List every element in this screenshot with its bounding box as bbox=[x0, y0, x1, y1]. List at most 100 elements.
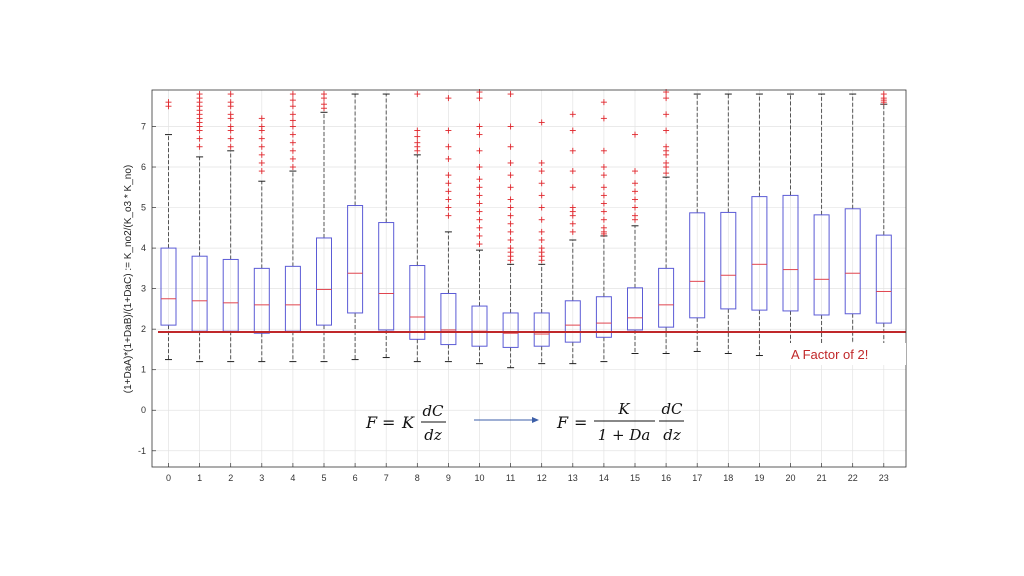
outlier-marker bbox=[632, 204, 638, 211]
outlier-marker bbox=[445, 212, 452, 219]
outlier-marker bbox=[538, 236, 545, 243]
outlier-marker bbox=[600, 172, 607, 179]
y-tick-label: 7 bbox=[141, 121, 146, 131]
eq-right-dz: dz bbox=[663, 426, 681, 444]
outlier-marker bbox=[538, 192, 545, 199]
box-iqr bbox=[658, 267, 675, 328]
eq-right-fraction-numerator: K bbox=[617, 400, 630, 418]
x-tick-label: 21 bbox=[817, 473, 827, 483]
outlier-marker bbox=[569, 147, 576, 154]
outlier-marker bbox=[600, 192, 607, 199]
outlier-marker bbox=[321, 91, 327, 98]
box-iqr bbox=[253, 267, 270, 334]
outlier-marker bbox=[663, 159, 670, 166]
y-tick-label: 4 bbox=[141, 243, 146, 253]
outlier-marker bbox=[445, 143, 452, 150]
outlier-marker bbox=[321, 101, 327, 108]
outlier-marker bbox=[632, 196, 638, 203]
outlier-marker bbox=[476, 164, 483, 171]
outlier-marker bbox=[196, 143, 203, 150]
eq-left-equals: = bbox=[382, 413, 395, 432]
outlier-marker bbox=[476, 232, 483, 239]
equation-left: F = K dC dz bbox=[365, 402, 446, 444]
outlier-marker bbox=[414, 139, 421, 146]
outlier-marker bbox=[289, 131, 296, 138]
outlier-marker bbox=[538, 216, 545, 223]
box-15 bbox=[627, 131, 643, 354]
y-tick-label: -1 bbox=[138, 446, 146, 456]
outlier-marker bbox=[569, 111, 576, 118]
x-tick-label: 9 bbox=[446, 473, 451, 483]
outlier-marker bbox=[476, 176, 483, 183]
outlier-marker bbox=[507, 91, 514, 98]
box-13 bbox=[564, 111, 581, 365]
y-axis-label: (1+DaA)*(1+DaB)/(1+DaC) := K_no2/(K_o3 *… bbox=[123, 165, 134, 393]
outlier-marker bbox=[445, 155, 452, 162]
outlier-marker bbox=[476, 95, 483, 102]
box-6 bbox=[347, 93, 364, 361]
outlier-marker bbox=[227, 135, 234, 142]
outlier-marker bbox=[289, 103, 296, 110]
outlier-marker bbox=[538, 119, 545, 126]
x-tick-label: 11 bbox=[506, 473, 515, 483]
outlier-marker bbox=[196, 91, 203, 98]
box-iqr bbox=[160, 247, 177, 326]
outlier-marker bbox=[507, 228, 514, 235]
x-tick-label: 1 bbox=[197, 473, 202, 483]
outlier-marker bbox=[445, 180, 452, 187]
x-tick-label: 16 bbox=[661, 473, 671, 483]
outlier-marker bbox=[258, 151, 265, 158]
outlier-marker bbox=[258, 115, 265, 122]
outlier-marker bbox=[663, 127, 670, 134]
outlier-marker bbox=[258, 143, 265, 150]
outlier-marker bbox=[569, 204, 576, 211]
eq-left-F: F bbox=[365, 413, 378, 432]
box-11 bbox=[502, 91, 519, 369]
outlier-marker bbox=[227, 99, 234, 106]
y-tick-label: 1 bbox=[141, 365, 146, 375]
outlier-marker bbox=[507, 236, 514, 243]
box-iqr bbox=[844, 208, 861, 315]
box-iqr bbox=[471, 305, 488, 347]
outlier-marker bbox=[600, 184, 607, 191]
y-tick-label: 6 bbox=[141, 162, 146, 172]
outlier-marker bbox=[538, 204, 545, 211]
outlier-marker bbox=[289, 117, 296, 124]
outlier-marker bbox=[289, 139, 296, 146]
outlier-marker bbox=[227, 111, 234, 118]
outlier-marker bbox=[476, 184, 483, 191]
annotation-text: A Factor of 2! bbox=[791, 347, 868, 362]
box-iqr bbox=[533, 312, 550, 347]
box-iqr bbox=[347, 205, 364, 314]
x-tick-label: 13 bbox=[568, 473, 578, 483]
box-5 bbox=[316, 91, 332, 363]
x-tick-label: 5 bbox=[321, 473, 326, 483]
outlier-marker bbox=[414, 127, 421, 134]
outlier-marker bbox=[632, 131, 638, 138]
x-tick-label: 20 bbox=[785, 473, 795, 483]
x-tick-label: 6 bbox=[353, 473, 358, 483]
outlier-marker bbox=[600, 216, 607, 223]
outlier-marker bbox=[507, 123, 514, 130]
outlier-marker bbox=[507, 196, 514, 203]
x-tick-label: 4 bbox=[290, 473, 295, 483]
outlier-marker bbox=[289, 111, 296, 118]
box-9 bbox=[440, 95, 457, 363]
equation-right: F = K 1 + Da dC dz bbox=[556, 400, 684, 444]
outlier-marker bbox=[258, 135, 265, 142]
outlier-marker bbox=[476, 200, 483, 207]
arrow-head bbox=[532, 417, 539, 423]
box-iqr bbox=[316, 237, 332, 326]
outlier-marker bbox=[289, 155, 296, 162]
outlier-marker bbox=[538, 159, 545, 166]
outlier-marker bbox=[196, 135, 203, 142]
box-iqr bbox=[782, 194, 799, 312]
x-tick-label: 3 bbox=[259, 473, 264, 483]
outlier-marker bbox=[258, 159, 265, 166]
outlier-marker bbox=[507, 172, 514, 179]
outlier-marker bbox=[507, 204, 514, 211]
box-iqr bbox=[720, 211, 737, 310]
outlier-marker bbox=[569, 168, 576, 175]
x-tick-label: 12 bbox=[537, 473, 547, 483]
